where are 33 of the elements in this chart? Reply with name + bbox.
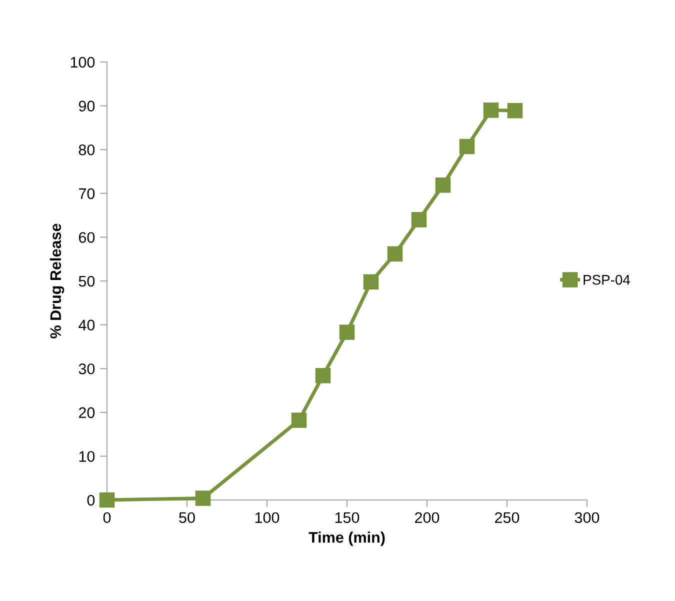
x-tick-label: 100 (255, 512, 280, 524)
point (411, 212, 427, 228)
x-tick-label: 150 (335, 512, 360, 524)
x-axis-title: Time (min) (308, 532, 385, 546)
x-tick-label: 250 (495, 512, 520, 524)
x-tick-label: 300 (574, 512, 600, 524)
point (363, 274, 379, 290)
y-tick-label: 10 (79, 451, 95, 462)
y-tick-label: 80 (78, 144, 95, 156)
point (195, 490, 211, 506)
point (507, 102, 523, 118)
y-tick-label: 30 (78, 363, 95, 374)
point (315, 368, 331, 384)
y-tick-label: 40 (78, 320, 95, 330)
point (387, 246, 403, 262)
y-tick-label: 70 (78, 188, 95, 200)
point (459, 138, 475, 154)
x-tick-label: 200 (415, 512, 440, 524)
y-tick-label: 20 (78, 407, 95, 418)
point (339, 324, 355, 340)
point (291, 412, 307, 428)
point (483, 102, 499, 118)
y-tick-label: 100 (70, 56, 95, 68)
point (99, 492, 115, 508)
y-tick-label: 90 (78, 100, 95, 112)
x-tick-label: 0 (103, 512, 111, 524)
y-tick-label: 60 (78, 232, 95, 243)
x-tick-label: 50 (179, 512, 195, 524)
y-axis-title: % Drug Release (50, 224, 64, 338)
point (435, 177, 451, 193)
y-tick-label: 0 (87, 494, 95, 506)
legend-label: PSP-04 (584, 274, 630, 285)
y-tick-label: 50 (78, 276, 95, 287)
